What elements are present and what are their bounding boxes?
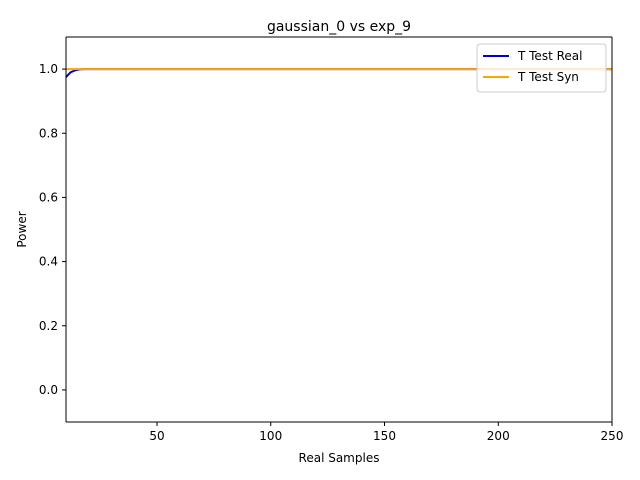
x-axis-label: Real Samples [299,451,380,465]
y-axis-label: Power [15,211,29,247]
legend: T Test Real T Test Syn [476,43,607,93]
legend-label-2: T Test Syn [517,70,579,84]
x-tick-label: 150 [373,429,396,443]
x-tick-label: 100 [259,429,282,443]
y-tick-label: 1.0 [39,62,58,76]
x-tick-label: 50 [149,429,164,443]
y-tick-label: 0.2 [39,319,58,333]
y-tick-label: 0.0 [39,383,58,397]
legend-box [476,43,607,93]
chart-title: gaussian_0 vs exp_9 [267,19,411,35]
y-tick-label: 0.6 [39,190,58,204]
x-tick-label: 250 [601,429,624,443]
plot-frame [66,37,612,422]
x-tick-label: 200 [487,429,510,443]
x-ticks: 50 100 150 200 250 [149,422,623,443]
y-ticks: 0.0 0.2 0.4 0.6 0.8 1.0 [39,62,66,397]
legend-label-1: T Test Real [517,49,582,63]
y-tick-label: 0.8 [39,126,58,140]
y-tick-label: 0.4 [39,255,58,269]
